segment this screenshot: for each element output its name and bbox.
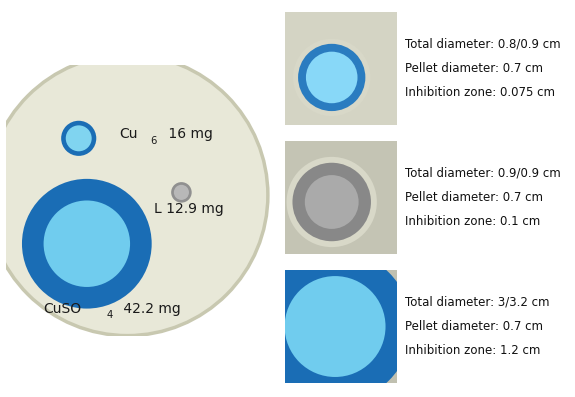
- Circle shape: [66, 125, 91, 151]
- Circle shape: [0, 54, 268, 335]
- Circle shape: [298, 44, 365, 111]
- Circle shape: [286, 157, 377, 247]
- Text: L 12.9 mg: L 12.9 mg: [154, 202, 224, 216]
- Circle shape: [259, 250, 411, 397]
- Circle shape: [22, 179, 152, 308]
- Circle shape: [293, 163, 371, 241]
- Text: Pellet diameter: 0.7 cm: Pellet diameter: 0.7 cm: [405, 320, 543, 333]
- Text: Total diameter: 3/3.2 cm: Total diameter: 3/3.2 cm: [405, 296, 549, 309]
- Text: Cu: Cu: [119, 127, 138, 141]
- Circle shape: [306, 52, 358, 103]
- Text: Inhibition zone: 0.1 cm: Inhibition zone: 0.1 cm: [405, 215, 540, 228]
- Circle shape: [174, 185, 189, 200]
- Text: 16 mg: 16 mg: [163, 127, 212, 141]
- Text: 42.2 mg: 42.2 mg: [119, 302, 181, 316]
- Text: 6: 6: [151, 136, 157, 146]
- Circle shape: [305, 175, 359, 229]
- Text: Pellet diameter: 0.7 cm: Pellet diameter: 0.7 cm: [405, 191, 543, 204]
- Circle shape: [44, 200, 130, 287]
- Circle shape: [281, 273, 389, 380]
- Text: Total diameter: 0.8/0.9 cm: Total diameter: 0.8/0.9 cm: [405, 38, 561, 51]
- Circle shape: [61, 121, 96, 156]
- Text: CuSO: CuSO: [44, 302, 82, 316]
- Circle shape: [285, 276, 385, 377]
- Text: Inhibition zone: 1.2 cm: Inhibition zone: 1.2 cm: [405, 344, 540, 357]
- Text: 4: 4: [106, 310, 113, 320]
- Circle shape: [171, 182, 191, 202]
- Text: Pellet diameter: 0.7 cm: Pellet diameter: 0.7 cm: [405, 62, 543, 75]
- Circle shape: [293, 39, 370, 116]
- Text: Total diameter: 0.9/0.9 cm: Total diameter: 0.9/0.9 cm: [405, 167, 561, 180]
- Text: Inhibition zone: 0.075 cm: Inhibition zone: 0.075 cm: [405, 86, 555, 99]
